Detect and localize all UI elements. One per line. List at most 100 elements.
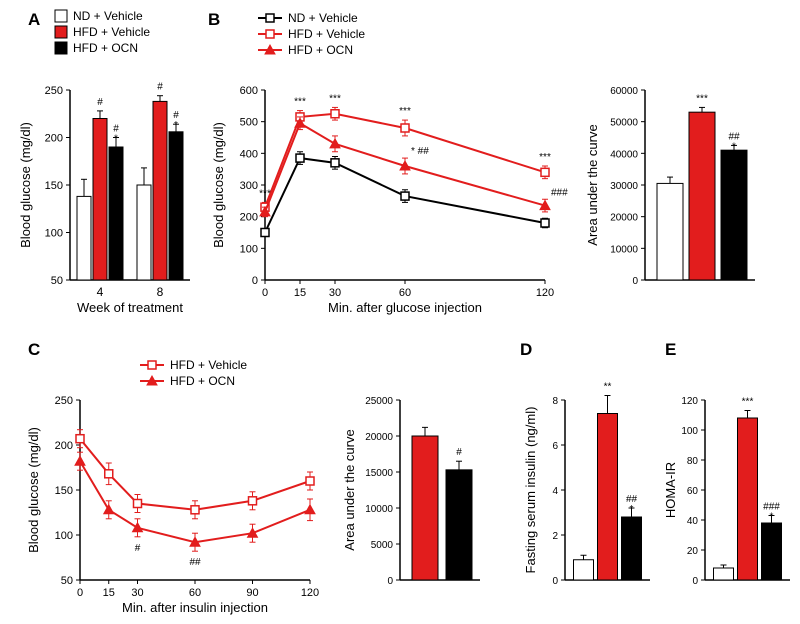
svg-text:15000: 15000 bbox=[365, 468, 393, 479]
svg-text:*: * bbox=[770, 512, 774, 523]
svg-text:15: 15 bbox=[294, 287, 306, 299]
legend-panel-c: HFD + Vehicle HFD + OCN bbox=[140, 358, 247, 388]
svg-text:HFD + OCN: HFD + OCN bbox=[288, 43, 353, 57]
svg-text:40: 40 bbox=[687, 516, 699, 527]
svg-text:Min. after insulin injection: Min. after insulin injection bbox=[122, 600, 268, 615]
svg-text:###: ### bbox=[551, 187, 568, 198]
svg-text:0: 0 bbox=[252, 275, 258, 287]
figure-root: A B C D E ND + Vehicle HFD + Vehicle HFD… bbox=[0, 0, 800, 624]
svg-text:90: 90 bbox=[246, 587, 258, 599]
svg-text:15: 15 bbox=[103, 587, 115, 599]
svg-text:10000: 10000 bbox=[610, 244, 638, 255]
svg-text:0: 0 bbox=[387, 576, 393, 587]
svg-text:120: 120 bbox=[536, 287, 554, 299]
svg-text:#: # bbox=[135, 543, 141, 554]
legend-swatch bbox=[55, 10, 67, 22]
svg-text:300: 300 bbox=[240, 180, 258, 192]
svg-text:Week of treatment: Week of treatment bbox=[77, 300, 183, 315]
svg-text:20: 20 bbox=[687, 546, 699, 557]
svg-text:200: 200 bbox=[240, 212, 258, 224]
legend-label: ND + Vehicle bbox=[73, 9, 143, 23]
panel-b-auc: 0100002000030000400005000060000Area unde… bbox=[585, 86, 755, 287]
svg-text:0: 0 bbox=[262, 287, 268, 299]
svg-text:30: 30 bbox=[131, 587, 143, 599]
svg-text:500: 500 bbox=[240, 117, 258, 129]
svg-text:6: 6 bbox=[552, 441, 558, 452]
svg-text:***: *** bbox=[696, 93, 708, 104]
svg-text:150: 150 bbox=[55, 485, 73, 497]
svg-text:100: 100 bbox=[45, 228, 63, 240]
svg-text:250: 250 bbox=[55, 395, 73, 407]
svg-text:HFD + Vehicle: HFD + Vehicle bbox=[170, 358, 247, 372]
svg-text:*: * bbox=[114, 134, 118, 145]
svg-text:150: 150 bbox=[45, 180, 63, 192]
svg-text:400: 400 bbox=[240, 148, 258, 160]
svg-text:0: 0 bbox=[692, 576, 698, 587]
legend-panel-a: ND + Vehicle HFD + Vehicle HFD + OCN bbox=[55, 9, 150, 55]
svg-text:4: 4 bbox=[552, 486, 558, 497]
svg-text:* ##: * ## bbox=[411, 146, 429, 157]
svg-text:100: 100 bbox=[55, 530, 73, 542]
svg-text:0: 0 bbox=[552, 576, 558, 587]
svg-text:8: 8 bbox=[552, 396, 558, 407]
svg-text:#: # bbox=[157, 82, 163, 93]
svg-text:HFD + OCN: HFD + OCN bbox=[170, 374, 235, 388]
svg-text:***: *** bbox=[294, 97, 306, 108]
svg-text:Area under the curve: Area under the curve bbox=[342, 429, 357, 550]
svg-text:20000: 20000 bbox=[365, 432, 393, 443]
svg-text:60: 60 bbox=[189, 587, 201, 599]
svg-text:***: *** bbox=[259, 188, 271, 199]
svg-text:30: 30 bbox=[329, 287, 341, 299]
panel-e: 020406080100120HOMA-IR***###* bbox=[663, 396, 790, 587]
svg-text:2: 2 bbox=[552, 531, 558, 542]
svg-text:***: *** bbox=[742, 397, 754, 408]
svg-text:#: # bbox=[456, 447, 462, 458]
svg-text:***: *** bbox=[329, 93, 341, 104]
svg-text:10000: 10000 bbox=[365, 504, 393, 515]
legend-label: HFD + Vehicle bbox=[73, 25, 150, 39]
svg-text:5000: 5000 bbox=[371, 540, 394, 551]
svg-text:120: 120 bbox=[301, 587, 319, 599]
legend-swatch bbox=[55, 42, 67, 54]
svg-text:8: 8 bbox=[157, 285, 164, 299]
panel-a: 50100150200250Blood glucose (mg/dl)Week … bbox=[18, 82, 190, 315]
svg-text:250: 250 bbox=[45, 85, 63, 97]
svg-text:600: 600 bbox=[240, 85, 258, 97]
svg-text:60: 60 bbox=[687, 486, 699, 497]
legend-label: HFD + OCN bbox=[73, 41, 138, 55]
svg-text:Fasting serum insulin (ng/ml): Fasting serum insulin (ng/ml) bbox=[523, 407, 538, 574]
svg-text:#: # bbox=[97, 97, 103, 108]
svg-text:25000: 25000 bbox=[365, 396, 393, 407]
svg-text:Area under the curve: Area under the curve bbox=[585, 124, 600, 245]
svg-text:4: 4 bbox=[97, 285, 104, 299]
svg-text:**: ** bbox=[604, 382, 612, 393]
svg-text:***: *** bbox=[539, 152, 551, 163]
svg-text:*: * bbox=[174, 120, 178, 131]
svg-text:60000: 60000 bbox=[610, 86, 638, 97]
svg-text:0: 0 bbox=[632, 276, 638, 287]
svg-text:Blood glucose (mg/dl): Blood glucose (mg/dl) bbox=[26, 427, 41, 553]
svg-text:*: * bbox=[732, 141, 736, 152]
panel-c-line: 50100150200250015306090120Blood glucose … bbox=[26, 395, 319, 615]
svg-text:HFD + Vehicle: HFD + Vehicle bbox=[288, 27, 365, 41]
svg-text:***: *** bbox=[399, 106, 411, 117]
svg-text:100: 100 bbox=[681, 426, 698, 437]
svg-text:HOMA-IR: HOMA-IR bbox=[663, 462, 678, 518]
svg-text:50: 50 bbox=[61, 575, 73, 587]
svg-text:200: 200 bbox=[55, 440, 73, 452]
legend-panel-b: ND + Vehicle HFD + Vehicle HFD + OCN bbox=[258, 11, 365, 57]
svg-text:100: 100 bbox=[240, 243, 258, 255]
panel-b-line: 01002003004005006000153060120Blood gluco… bbox=[211, 85, 568, 315]
svg-text:Min. after glucose injection: Min. after glucose injection bbox=[328, 300, 482, 315]
svg-text:80: 80 bbox=[687, 456, 699, 467]
svg-text:40000: 40000 bbox=[610, 149, 638, 160]
svg-text:Blood glucose (mg/dl): Blood glucose (mg/dl) bbox=[211, 122, 226, 248]
svg-text:120: 120 bbox=[681, 396, 698, 407]
legend-swatch bbox=[55, 26, 67, 38]
svg-text:ND + Vehicle: ND + Vehicle bbox=[288, 11, 358, 25]
svg-text:30000: 30000 bbox=[610, 181, 638, 192]
svg-root: ND + Vehicle HFD + Vehicle HFD + OCN 50 1… bbox=[0, 0, 800, 624]
svg-text:*: * bbox=[630, 504, 634, 515]
svg-text:50: 50 bbox=[51, 275, 63, 287]
svg-text:50000: 50000 bbox=[610, 118, 638, 129]
